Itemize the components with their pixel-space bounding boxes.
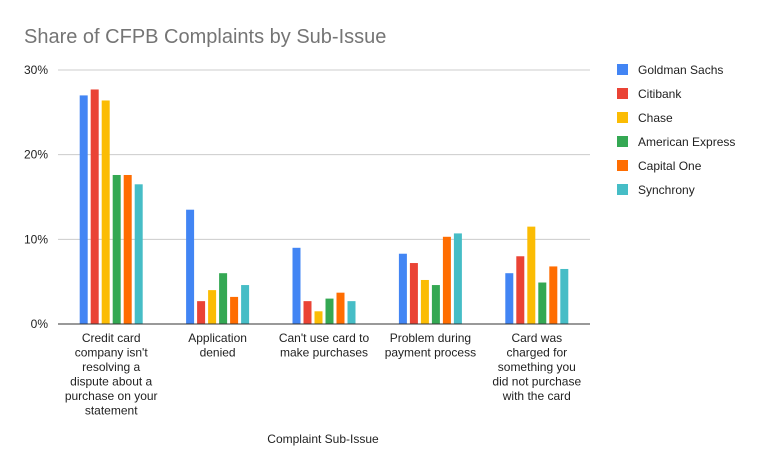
bar[interactable] — [398, 253, 407, 324]
x-category-label: Credit card company isn't resolving a dispu… — [65, 331, 158, 418]
x-category-label-line: did not purchase — [492, 375, 581, 389]
x-category-label: Application denied — [188, 331, 247, 360]
bar[interactable] — [420, 279, 429, 324]
bar[interactable] — [303, 301, 312, 324]
gridlines — [58, 69, 590, 240]
x-category-label-line: Credit card — [82, 331, 141, 345]
x-category-label-line: dispute about a — [70, 375, 152, 389]
bar[interactable] — [292, 247, 301, 324]
x-category-label-line: payment process — [385, 346, 476, 360]
bar[interactable] — [112, 174, 121, 324]
bar[interactable] — [505, 273, 514, 324]
x-axis-categories: Credit card company isn't resolving a dispu… — [65, 331, 582, 418]
bar[interactable] — [431, 285, 440, 324]
bar[interactable] — [208, 290, 217, 324]
y-tick-label: 30% — [24, 63, 48, 77]
chart-title: Share of CFPB Complaints by Sub-Issue — [24, 26, 386, 48]
x-category-label-line: purchase on your — [65, 389, 158, 403]
bar[interactable] — [549, 266, 558, 324]
bar[interactable] — [516, 256, 525, 324]
bar[interactable] — [336, 292, 345, 324]
x-category-label-line: Application — [188, 331, 247, 345]
x-category-label: Card was charged for something you did not … — [492, 331, 581, 403]
bars — [79, 89, 569, 325]
x-category-label-line: Problem during — [390, 331, 471, 345]
bar[interactable] — [538, 282, 547, 324]
bar[interactable] — [453, 233, 462, 324]
bar[interactable] — [409, 263, 418, 324]
legend[interactable]: Goldman Sachs Citibank Chase American Expre… — [617, 63, 735, 197]
x-category-label-line: denied — [200, 346, 236, 360]
legend-swatch — [617, 88, 628, 99]
bar[interactable] — [347, 301, 356, 324]
x-axis-title: Complaint Sub-Issue — [267, 432, 379, 446]
x-category-label-line: resolving a — [82, 360, 140, 374]
legend-swatch — [617, 160, 628, 171]
x-category-label: Problem during payment process — [385, 331, 476, 360]
bar[interactable] — [325, 298, 334, 324]
x-category-label-line: Card was — [511, 331, 562, 345]
legend-label: Capital One — [638, 159, 702, 173]
legend-label: Goldman Sachs — [638, 63, 723, 77]
bar[interactable] — [79, 95, 88, 325]
x-category-label-line: with the card — [502, 389, 571, 403]
legend-label: Citibank — [638, 87, 682, 101]
x-category-label: Can't use card to make purchases — [279, 331, 370, 360]
legend-label: American Express — [638, 135, 735, 149]
y-axis-ticks: 0% 10% 20% 30% — [24, 63, 48, 331]
x-category-label-line: charged for — [506, 346, 567, 360]
x-category-label-line: something you — [498, 360, 576, 374]
legend-swatch — [617, 184, 628, 195]
bar[interactable] — [560, 268, 569, 324]
y-tick-label: 20% — [24, 148, 48, 162]
bar[interactable] — [241, 285, 250, 324]
x-category-label-line: company isn't — [75, 346, 149, 360]
bar[interactable] — [134, 184, 143, 324]
y-tick-label: 10% — [24, 232, 48, 246]
legend-swatch — [617, 136, 628, 147]
bar[interactable] — [186, 209, 195, 324]
bar[interactable] — [123, 174, 132, 324]
legend-label: Chase — [638, 111, 673, 125]
bar[interactable] — [101, 100, 110, 324]
bar[interactable] — [197, 301, 206, 324]
legend-swatch — [617, 64, 628, 75]
y-tick-label: 0% — [31, 317, 49, 331]
x-category-label-line: Can't use card to — [279, 331, 370, 345]
bar[interactable] — [442, 236, 451, 324]
bar[interactable] — [314, 311, 323, 324]
bar[interactable] — [527, 226, 536, 324]
x-category-label-line: statement — [85, 404, 138, 418]
bar[interactable] — [219, 273, 228, 324]
x-category-label-line: make purchases — [280, 346, 368, 360]
legend-label: Synchrony — [638, 183, 695, 197]
bar[interactable] — [230, 296, 239, 324]
legend-swatch — [617, 112, 628, 123]
bar[interactable] — [90, 89, 99, 325]
